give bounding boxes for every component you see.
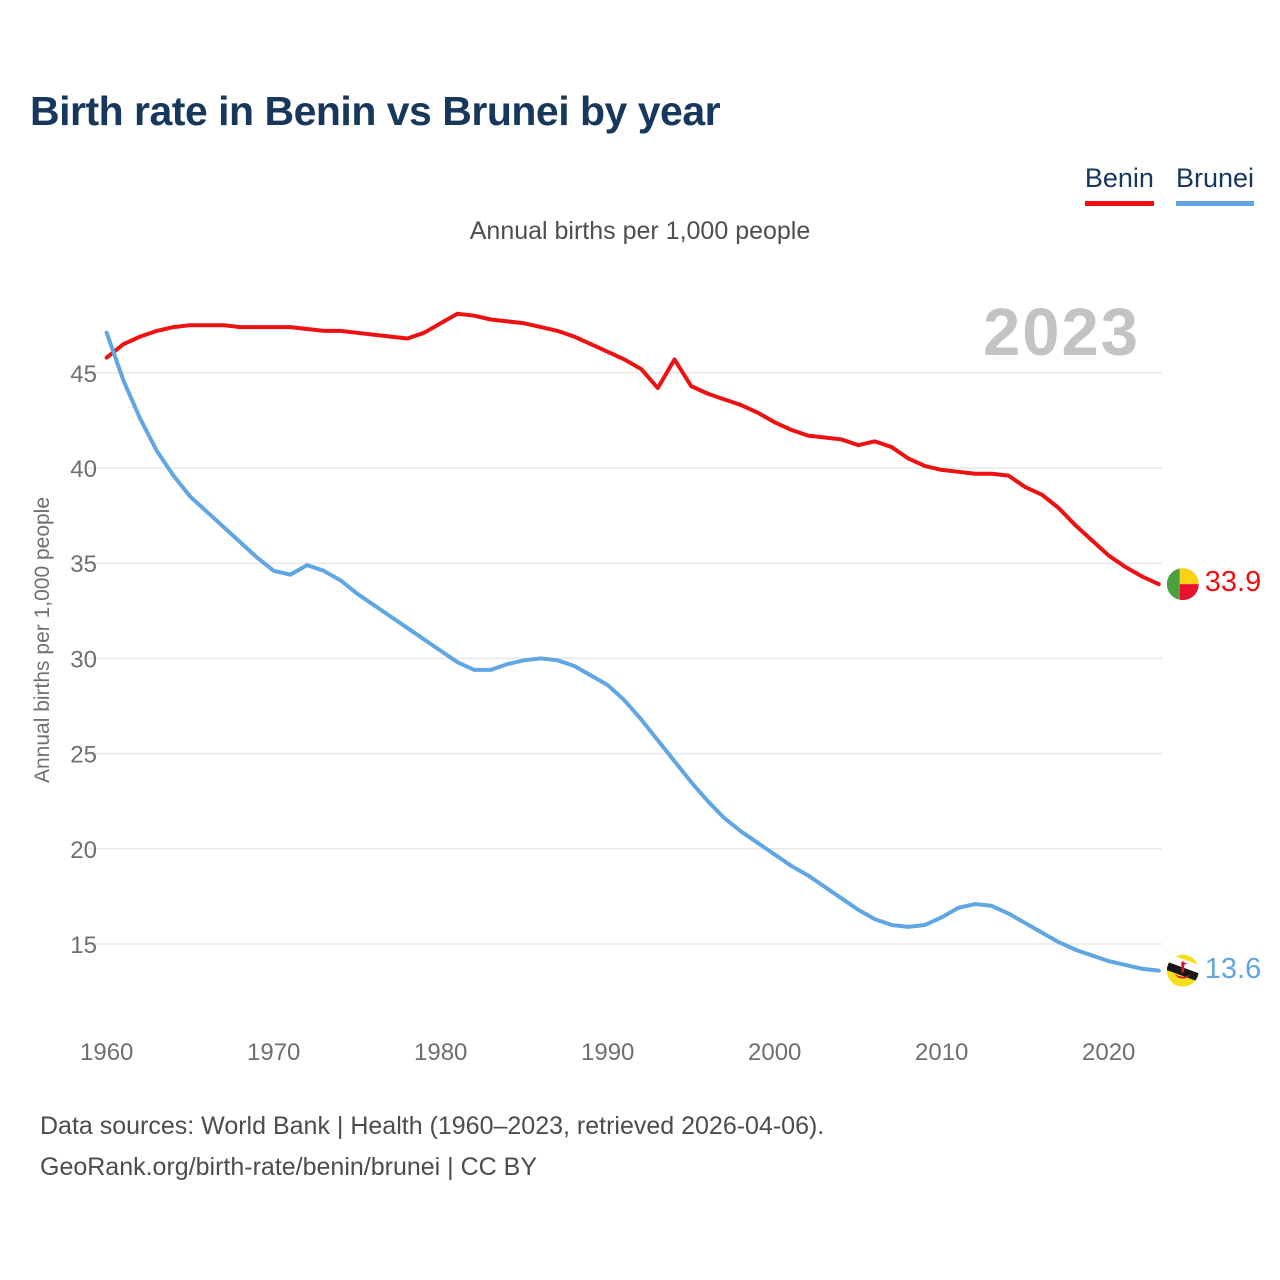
y-tick-label: 15 — [70, 932, 97, 959]
y-tick-label: 40 — [70, 456, 97, 483]
y-tick-label: 30 — [70, 646, 97, 673]
x-tick-label: 2020 — [1082, 1039, 1135, 1066]
page-title: Birth rate in Benin vs Brunei by year — [30, 88, 721, 134]
legend-item-brunei[interactable]: Brunei — [1175, 163, 1254, 206]
legend: Benin Brunei — [1084, 163, 1254, 206]
x-tick-label: 1980 — [414, 1039, 467, 1066]
benin-flag-icon — [1166, 568, 1199, 601]
watermark-year: 2023 — [982, 295, 1140, 370]
brunei-line — [104, 330, 1161, 973]
x-tick-label: 1970 — [247, 1039, 300, 1066]
x-tick-label: 2010 — [915, 1039, 968, 1066]
y-tick-label: 45 — [70, 361, 97, 388]
footer-data-sources: Data sources: World Bank | Health (1960–… — [40, 1112, 825, 1140]
brunei-flag-icon — [1166, 954, 1199, 987]
x-tick-label: 1960 — [80, 1039, 133, 1066]
chart-subtitle: Annual births per 1,000 people — [469, 217, 811, 245]
y-tick-label: 20 — [70, 837, 97, 864]
y-tick-label: 35 — [70, 551, 97, 578]
footer: Data sources: World Bank | Health (1960–… — [40, 1106, 824, 1188]
footer-attribution: GeoRank.org/birth-rate/benin/brunei | CC… — [40, 1153, 538, 1181]
brunei-end-value: 13.6 — [1204, 952, 1262, 985]
x-tick-label: 1990 — [581, 1039, 634, 1066]
y-tick-label: 25 — [70, 742, 97, 769]
x-tick-label: 2000 — [748, 1039, 801, 1066]
benin-line — [104, 311, 1161, 587]
benin-end-value: 33.9 — [1204, 566, 1262, 599]
legend-item-benin[interactable]: Benin — [1084, 163, 1154, 206]
